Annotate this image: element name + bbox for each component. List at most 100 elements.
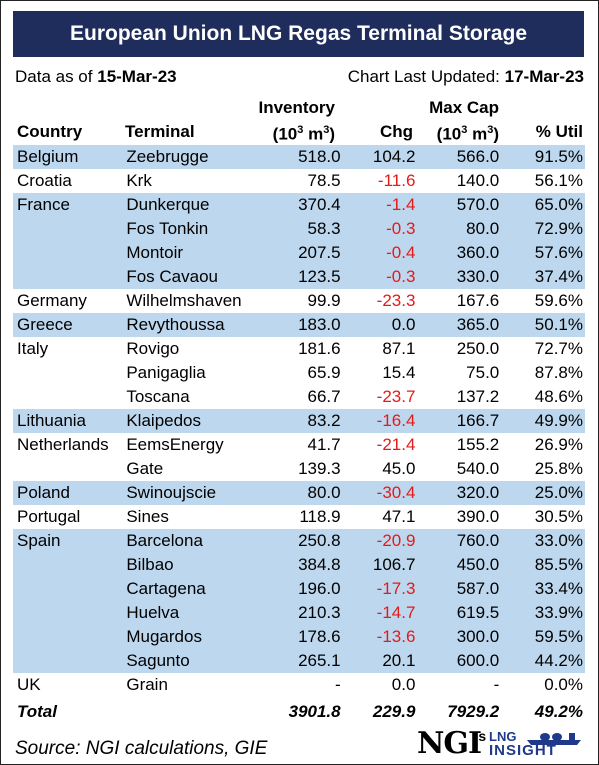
page-title: European Union LNG Regas Terminal Storag… — [13, 11, 584, 57]
header-maxcap-label: Max Cap — [429, 98, 499, 117]
table-row: Greece Revythoussa 183.0 0.0 365.0 50.1% — [13, 313, 585, 337]
header-inventory-unit: (103 m3) — [272, 124, 335, 144]
header-country: Country — [17, 122, 83, 141]
inventory-cell: 139.3 — [298, 459, 341, 478]
inventory-cell: 41.7 — [307, 435, 341, 454]
inventory-cell: 181.6 — [298, 339, 341, 358]
maxcap-cell: 587.0 — [415, 577, 500, 601]
header-maxcap-unit: (103 m3) — [436, 124, 499, 144]
terminal-cell: EemsEnergy — [126, 435, 224, 454]
terminal-cell: Sagunto — [126, 649, 276, 673]
maxcap-cell: 140.0 — [456, 171, 500, 190]
terminal-cell: Bilbao — [126, 553, 276, 577]
maxcap-cell: 570.0 — [415, 193, 500, 217]
terminal-cell: Klaipedos — [126, 409, 276, 433]
maxcap-cell: 300.0 — [415, 625, 500, 649]
terminal-cell: Huelva — [126, 601, 276, 625]
inventory-cell: 518.0 — [275, 145, 341, 169]
country-cell: Italy — [17, 339, 49, 358]
maxcap-cell: 360.0 — [415, 241, 500, 265]
inventory-cell: 196.0 — [275, 577, 341, 601]
util-cell: 0.0% — [544, 675, 583, 694]
chg-cell: -17.3 — [340, 577, 416, 601]
inventory-cell: 384.8 — [275, 553, 341, 577]
data-as-of-value: 15-Mar-23 — [97, 67, 177, 86]
source-note: Source: NGI calculations, GIE — [15, 738, 268, 759]
table-row: Portugal Sines 118.9 47.1 390.0 30.5% — [13, 505, 585, 529]
chg-cell: -21.4 — [376, 435, 416, 454]
maxcap-cell: 619.5 — [415, 601, 500, 625]
total-row: Total 3901.8 229.9 7929.2 49.2% — [13, 697, 585, 727]
util-cell: 30.5% — [534, 507, 583, 526]
country-cell — [13, 385, 126, 409]
chg-cell: 104.2 — [340, 145, 416, 169]
country-cell: Netherlands — [17, 435, 109, 454]
country-cell — [13, 217, 127, 241]
last-updated: Chart Last Updated: 17-Mar-23 — [348, 67, 584, 87]
ngi-lng-insight-logo: NGI 's LNG INSIGHT — [417, 726, 585, 762]
chg-cell: 106.7 — [340, 553, 416, 577]
table-row: Spain Barcelona 250.8 -20.9 760.0 33.0% — [13, 529, 585, 553]
table-row: Sagunto 265.1 20.1 600.0 44.2% — [13, 649, 585, 673]
country-cell — [13, 241, 127, 265]
maxcap-cell: 80.0 — [415, 217, 500, 241]
maxcap-cell: 155.2 — [456, 435, 500, 454]
inventory-cell: 207.5 — [275, 241, 341, 265]
util-cell: 48.6% — [534, 387, 583, 406]
data-as-of-label: Data as of — [15, 67, 93, 86]
table-row: Netherlands EemsEnergy 41.7 -21.4 155.2 26.9% — [13, 433, 585, 457]
country-cell — [13, 553, 127, 577]
total-maxcap: 7929.2 — [447, 702, 500, 721]
chg-cell: -20.9 — [340, 529, 416, 553]
inventory-cell: 123.5 — [275, 265, 341, 289]
country-cell: Greece — [13, 313, 127, 337]
inventory-cell: 66.7 — [307, 387, 341, 406]
table-row: UK Grain - 0.0 - 0.0% — [13, 673, 585, 697]
terminal-cell: Rovigo — [126, 339, 180, 358]
inventory-cell: 183.0 — [275, 313, 341, 337]
terminal-cell: Fos Cavaou — [126, 265, 276, 289]
inventory-cell: 99.9 — [307, 291, 341, 310]
util-cell: 44.2% — [499, 649, 585, 673]
maxcap-cell: 75.0 — [466, 363, 500, 382]
inventory-cell: 250.8 — [275, 529, 341, 553]
ship-icon — [527, 733, 581, 745]
util-cell: 91.5% — [499, 145, 585, 169]
total-label: Total — [17, 702, 57, 721]
chg-cell: -0.3 — [340, 265, 416, 289]
maxcap-cell: 320.0 — [415, 481, 500, 505]
country-cell — [13, 649, 127, 673]
country-cell: Belgium — [13, 145, 127, 169]
util-cell: 59.6% — [534, 291, 583, 310]
terminal-table: Belgium Zeebrugge 518.0 104.2 566.0 91.5% Croa… — [13, 145, 585, 727]
terminal-cell: Krk — [126, 171, 152, 190]
table-row: Germany Wilhelmshaven 99.9 -23.3 167.6 59.6% — [13, 289, 585, 313]
country-cell — [13, 601, 127, 625]
chg-cell: -23.7 — [376, 387, 416, 406]
maxcap-cell: 166.7 — [415, 409, 500, 433]
util-cell: 65.0% — [499, 193, 585, 217]
maxcap-cell: 137.2 — [456, 387, 500, 406]
chg-cell: -30.4 — [340, 481, 416, 505]
logo-ngi-text: NGI — [417, 726, 482, 761]
logo-apostrophe: 's — [475, 728, 487, 744]
terminal-cell: Barcelona — [126, 529, 276, 553]
maxcap-cell: 330.0 — [415, 265, 500, 289]
terminal-cell: Revythoussa — [126, 313, 276, 337]
maxcap-cell: 390.0 — [456, 507, 500, 526]
inventory-cell: 58.3 — [275, 217, 341, 241]
terminal-cell: Grain — [126, 675, 168, 694]
country-cell — [13, 625, 127, 649]
header-terminal: Terminal — [125, 122, 195, 141]
chg-cell: -13.6 — [340, 625, 416, 649]
terminal-cell: Fos Tonkin — [126, 217, 276, 241]
country-cell — [13, 265, 127, 289]
last-updated-label: Chart Last Updated: — [347, 67, 500, 86]
terminal-cell: Gate — [126, 459, 164, 478]
chg-cell: 45.0 — [382, 459, 416, 478]
table-row: Croatia Krk 78.5 -11.6 140.0 56.1% — [13, 169, 585, 193]
table-row: Poland Swinoujscie 80.0 -30.4 320.0 25.0% — [13, 481, 585, 505]
maxcap-cell: 450.0 — [415, 553, 500, 577]
util-cell: 26.9% — [534, 435, 583, 454]
chg-cell: -11.6 — [377, 171, 416, 190]
